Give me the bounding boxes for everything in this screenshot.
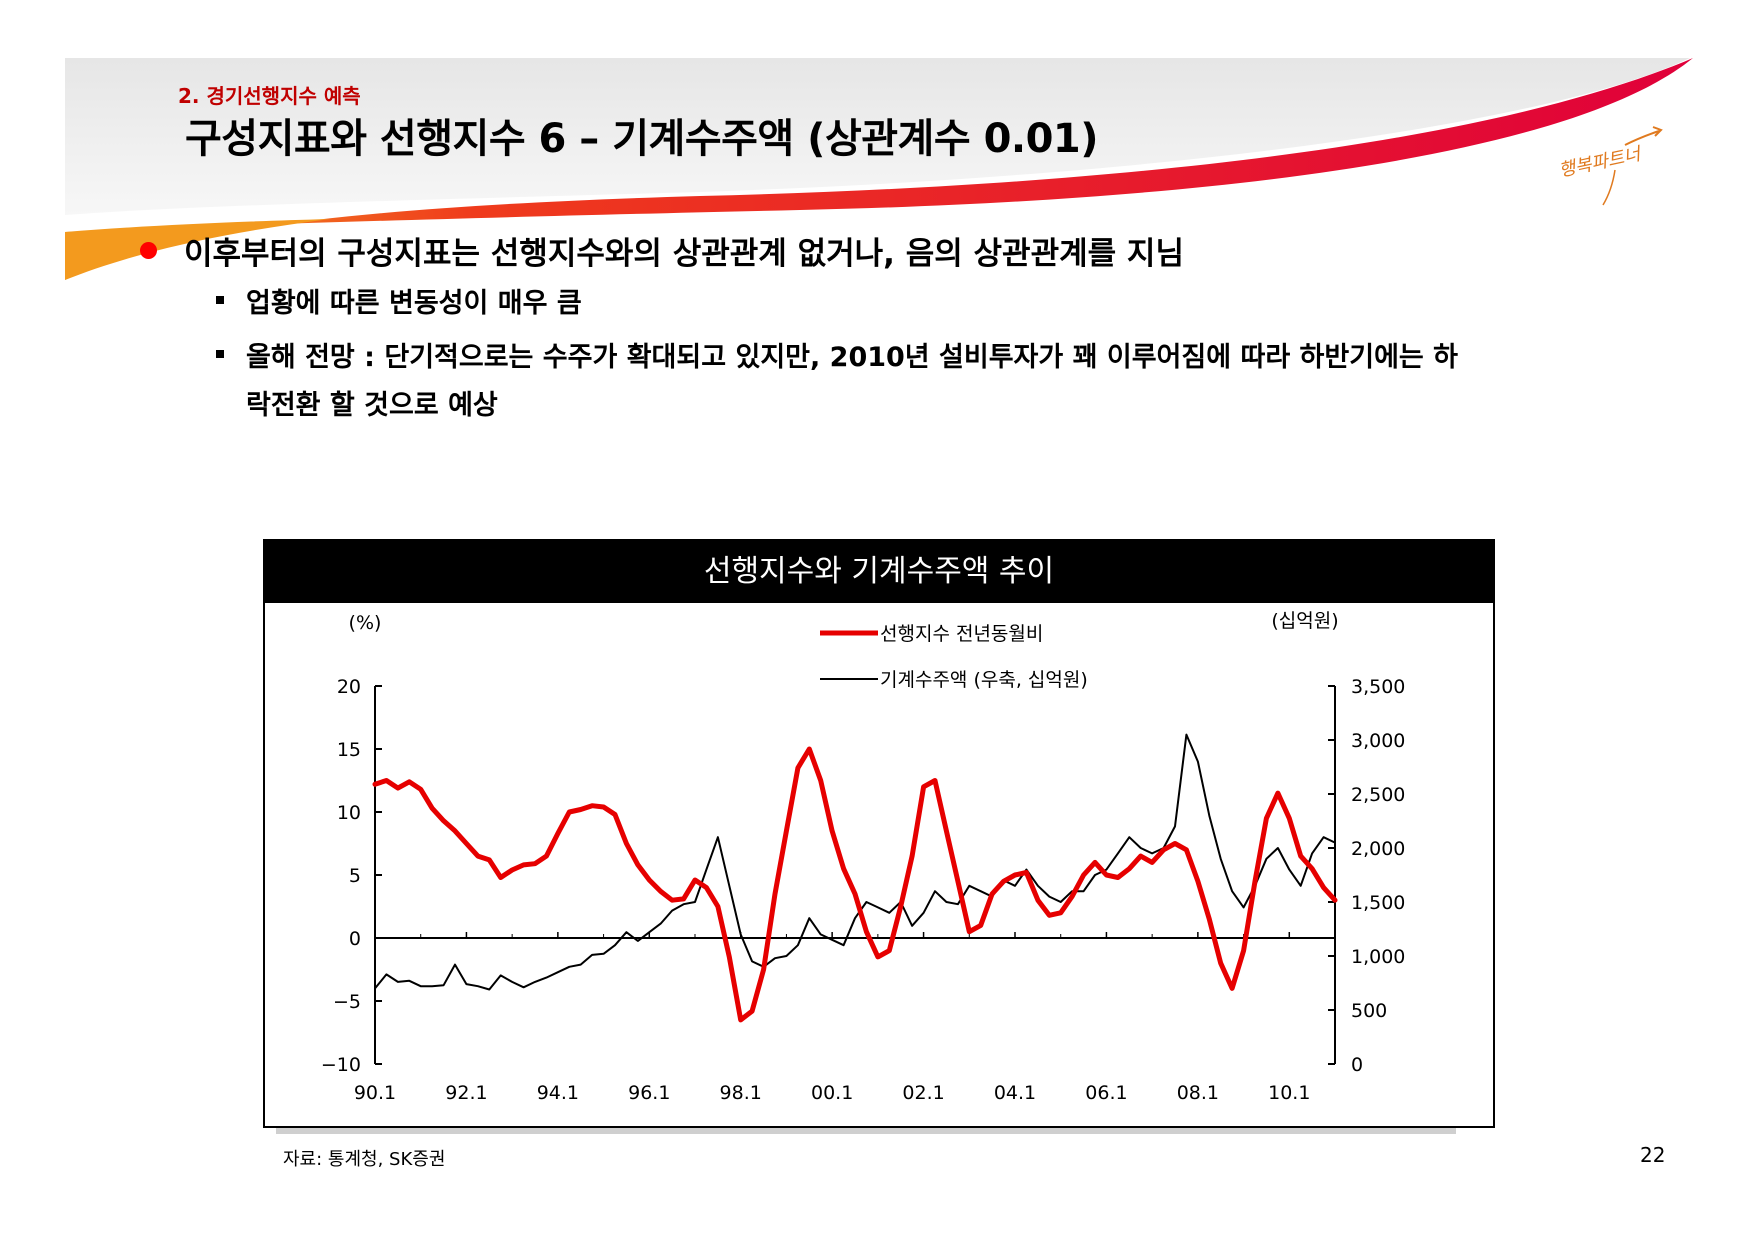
- main-bullet: 이후부터의 구성지표는 선행지수와의 상관관계 없거나, 음의 상관관계를 지님: [140, 228, 1184, 273]
- line-chart: 20 15 10 5 0 −5 −10 3,500 3,000 2,500 2,000 1,500 1,…: [321, 610, 1406, 1104]
- x-tick-label: 10.1: [1268, 1082, 1310, 1104]
- right-tick-label: 1,500: [1351, 892, 1405, 914]
- series-line-leading-index: [372, 746, 1338, 1023]
- left-tick-label: 10: [337, 802, 361, 824]
- right-tick-label: 1,000: [1351, 946, 1405, 968]
- main-bullet-text: 이후부터의 구성지표는 선행지수와의 상관관계 없거나, 음의 상관관계를 지님: [184, 236, 1184, 272]
- source-note: 자료: 통계청, SK증권: [283, 1149, 446, 1170]
- right-axis-unit: (십억원): [1271, 610, 1338, 632]
- header-banner: [65, 58, 1693, 280]
- page-number: 22: [1640, 1143, 1666, 1167]
- chart-panel: 선행지수와 기계수주액 추이 20 15 10 5 0 −5 −10 3,500 3,000 2,…: [263, 539, 1495, 1128]
- sub-bullet-1: 업황에 따른 변동성이 매우 큼: [216, 280, 1646, 328]
- right-tick-label: 0: [1351, 1054, 1363, 1076]
- left-tick-label: 5: [349, 865, 361, 887]
- page-title: 구성지표와 선행지수 6 – 기계수주액 (상관계수 0.01): [185, 116, 1099, 162]
- left-tick-label: 20: [337, 676, 361, 698]
- section-label: 2. 경기선행지수 예측: [178, 84, 361, 108]
- right-tick-label: 2,000: [1351, 838, 1405, 860]
- legend-label-machinery-orders: 기계수주액 (우축, 십억원): [880, 669, 1088, 691]
- right-tick-label: 2,500: [1351, 784, 1405, 806]
- right-tick-label: 3,000: [1351, 730, 1405, 752]
- left-tick-label: 0: [349, 928, 361, 950]
- left-tick-label: 15: [337, 739, 361, 761]
- legend-label-leading-index: 선행지수 전년동월비: [880, 623, 1043, 645]
- square-bullet-icon: [216, 296, 224, 304]
- series-line-machinery-orders: [374, 733, 1336, 991]
- sub-bullet-1-text: 업황에 따른 변동성이 매우 큼: [246, 288, 582, 319]
- left-tick-label: −5: [333, 991, 361, 1013]
- chart-shadow-bottom: [276, 1124, 1456, 1134]
- sub-bullet-2: 올해 전망 : 단기적으로는 수주가 확대되고 있지만, 2010년 설비투자가…: [216, 334, 1646, 430]
- x-tick-label: 98.1: [720, 1082, 762, 1104]
- x-tick-label: 92.1: [445, 1082, 487, 1104]
- svg-text:행복파트너: 행복파트너: [1557, 143, 1645, 181]
- left-tick-label: −10: [321, 1054, 361, 1076]
- sub-bullet-2-line1: 올해 전망 : 단기적으로는 수주가 확대되고 있지만, 2010년 설비투자가…: [246, 342, 1458, 373]
- right-tick-label: 3,500: [1351, 676, 1405, 698]
- x-tick-label: 02.1: [902, 1082, 944, 1104]
- x-tick-label: 90.1: [354, 1082, 396, 1104]
- x-tick-label: 00.1: [811, 1082, 853, 1104]
- x-tick-label: 04.1: [994, 1082, 1036, 1104]
- brand-logo: 행복파트너: [1557, 126, 1663, 206]
- chart-title: 선행지수와 기계수주액 추이: [265, 541, 1493, 603]
- right-tick-label: 500: [1351, 1000, 1387, 1022]
- square-bullet-icon: [216, 350, 224, 358]
- x-tick-label: 08.1: [1177, 1082, 1219, 1104]
- x-tick-label: 96.1: [628, 1082, 670, 1104]
- x-tick-label: 94.1: [537, 1082, 579, 1104]
- bullet-dot-icon: [140, 242, 157, 259]
- x-tick-label: 06.1: [1085, 1082, 1127, 1104]
- sub-bullet-2-line2: 락전환 할 것으로 예상: [246, 390, 498, 421]
- left-axis-unit: (%): [349, 612, 382, 634]
